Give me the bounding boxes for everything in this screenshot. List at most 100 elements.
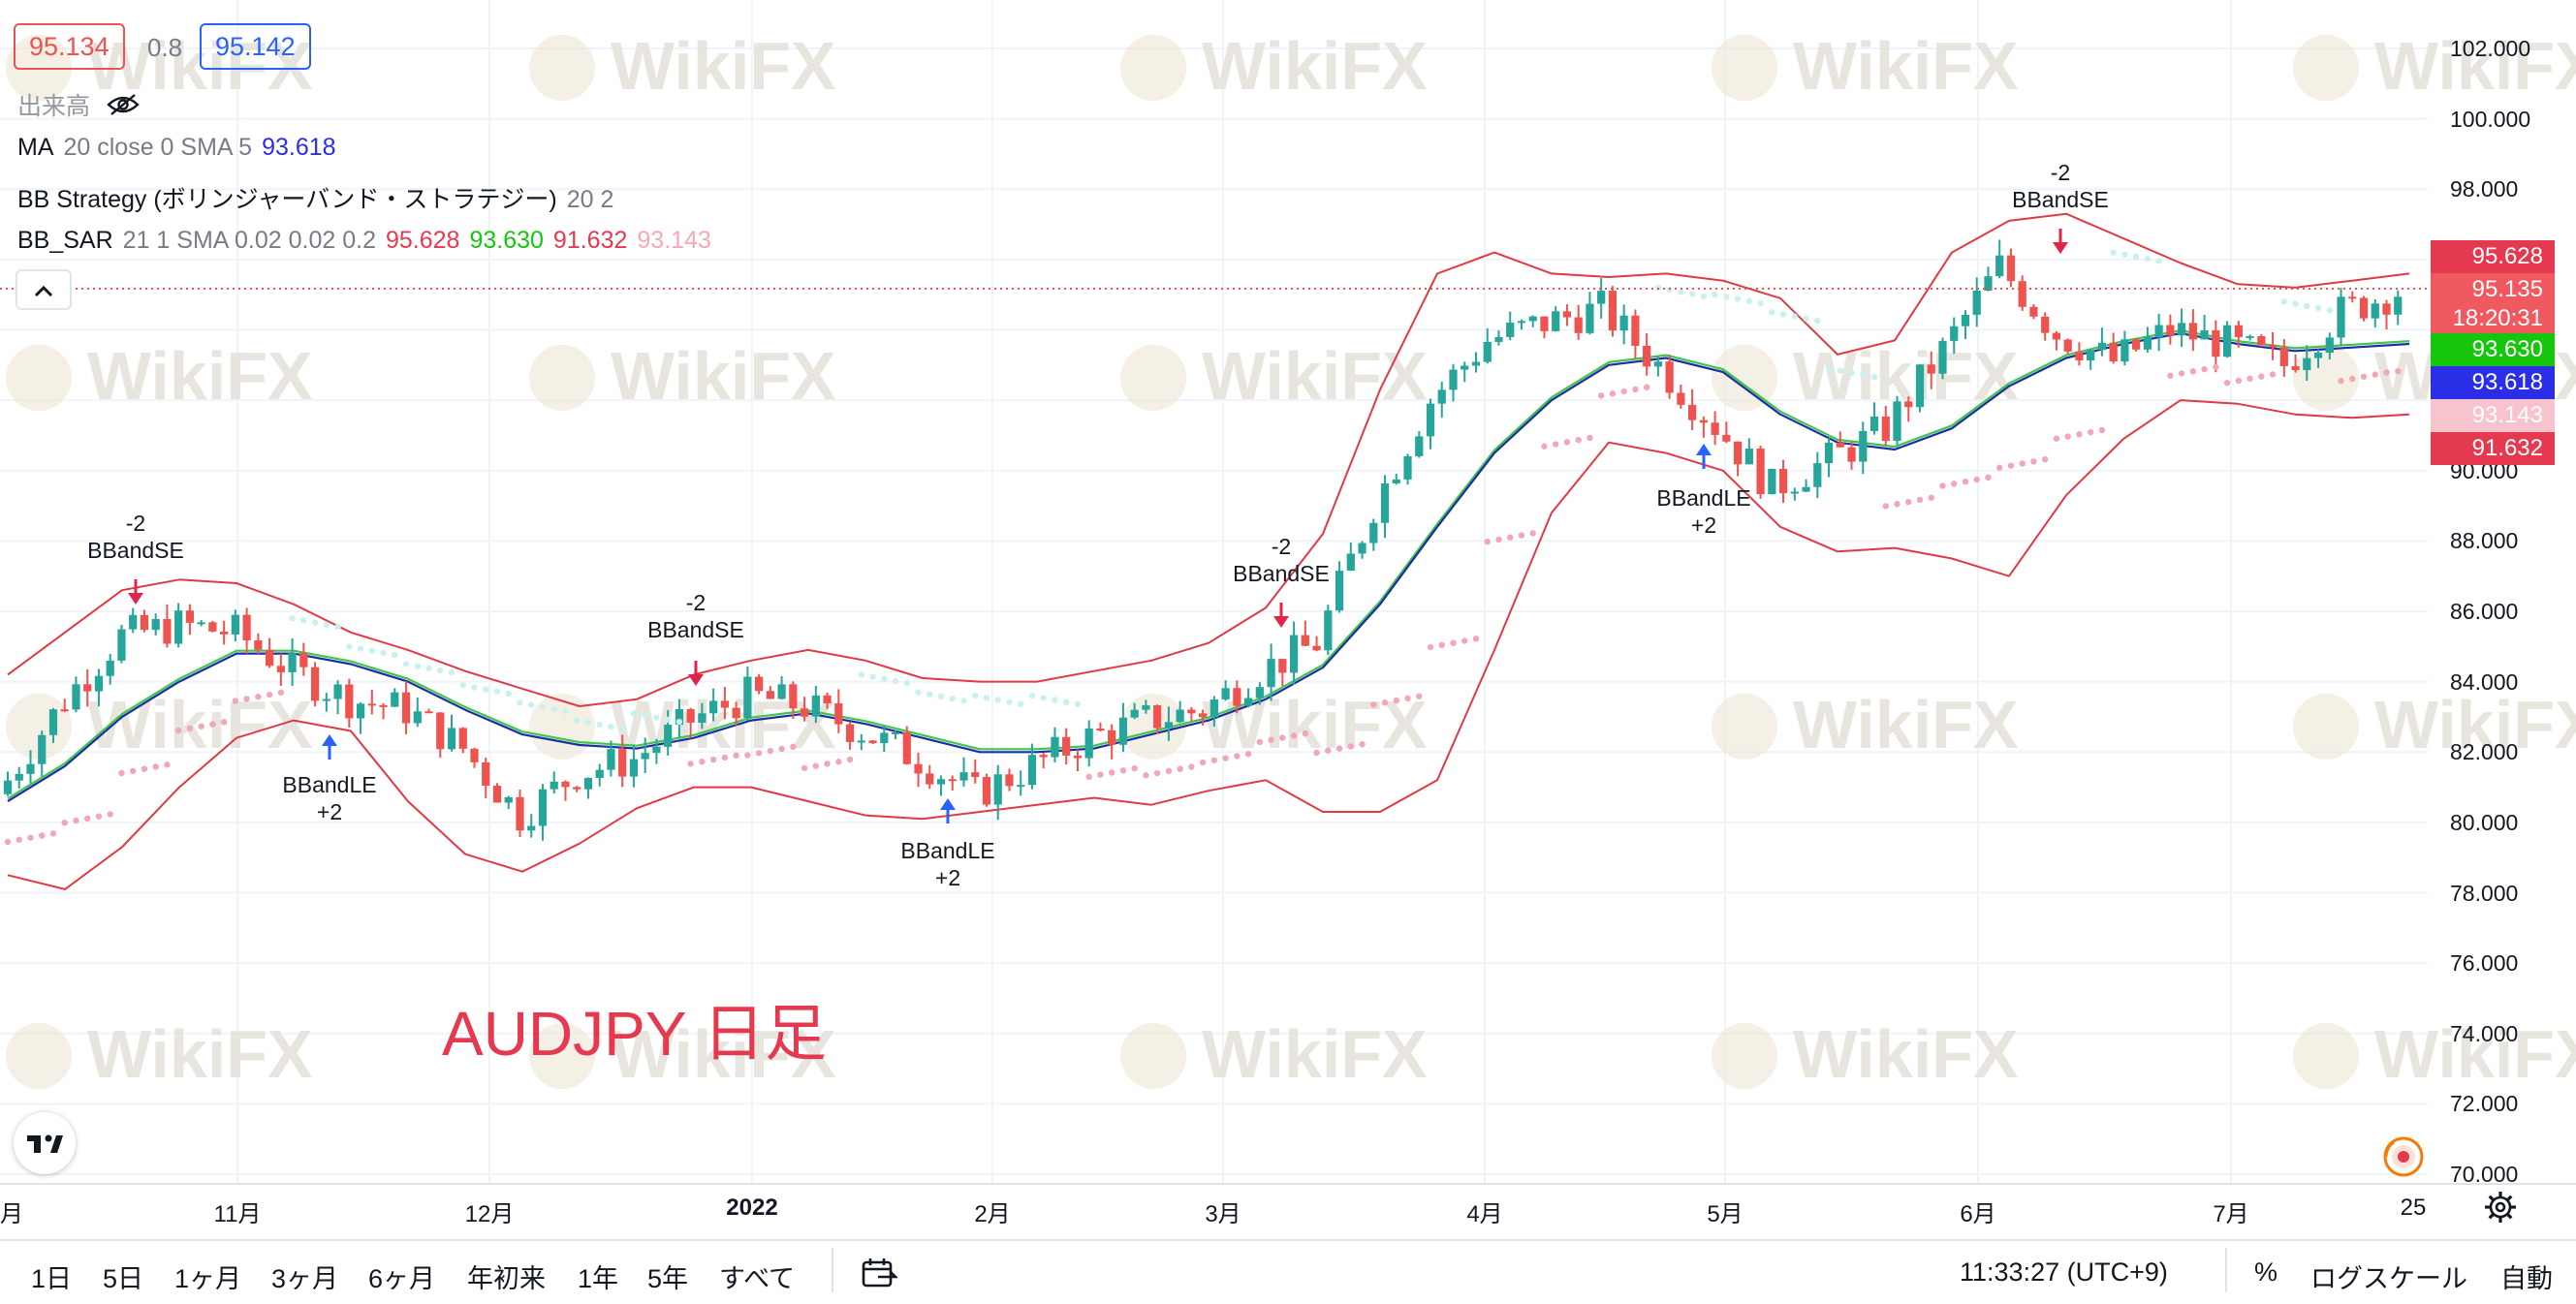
sar-dot xyxy=(152,763,159,770)
bb-sar-dot: 93.143 xyxy=(637,227,711,254)
signal-label: -2 BBandSE xyxy=(87,511,184,563)
candle-body xyxy=(2154,325,2163,338)
candle-body xyxy=(1142,705,1150,710)
legend-ma[interactable]: MA 20 close 0 SMA 5 93.618 xyxy=(17,134,346,162)
sar-dot xyxy=(73,817,79,824)
timeframe-1d[interactable]: 1日 xyxy=(31,1264,73,1293)
sar-dot xyxy=(2041,455,2049,463)
sar-dot xyxy=(1268,736,1274,743)
timeframe-3m[interactable]: 3ヶ月 xyxy=(271,1264,339,1293)
sar-dot xyxy=(368,647,376,654)
signal-label: BBandLE +2 xyxy=(282,772,377,824)
ask-price[interactable]: 95.142 xyxy=(200,23,311,70)
legend-bb-strategy[interactable]: BB Strategy (ボリンジャーバンド・ストラテジー) 20 2 xyxy=(17,180,623,215)
sar-dot xyxy=(493,688,501,695)
tradingview-logo-icon[interactable] xyxy=(14,1112,76,1174)
sar-dot xyxy=(334,623,341,631)
watermark-logo-icon xyxy=(2293,35,2359,101)
sar-dot xyxy=(448,668,456,676)
candle-body xyxy=(94,675,104,692)
candle-body xyxy=(1517,321,1526,324)
candle-body xyxy=(1312,645,1321,651)
date-range-icon[interactable] xyxy=(861,1257,899,1295)
watermark-logo-icon xyxy=(1712,345,1777,411)
sar-dot xyxy=(346,643,353,650)
time-label: 月 xyxy=(0,1201,23,1227)
hidden-eye-icon[interactable] xyxy=(107,93,140,123)
legend-volume[interactable]: 出来高 xyxy=(17,87,149,123)
candle-body xyxy=(1243,698,1253,706)
sar-dot xyxy=(1860,371,1867,379)
sar-dot xyxy=(1597,392,1605,399)
sar-dot xyxy=(983,695,990,701)
candle-body xyxy=(1358,543,1367,554)
price-tag-current: 95.135 18:20:31 xyxy=(2431,273,2555,333)
candle-body xyxy=(1415,436,1424,456)
candle-body xyxy=(2097,342,2107,351)
sar-dot xyxy=(949,695,956,702)
candle-body xyxy=(1051,736,1059,758)
replay-icon[interactable] xyxy=(2380,1133,2431,1185)
sar-dot xyxy=(118,769,125,777)
candle-body xyxy=(982,777,991,805)
time-label: 4月 xyxy=(1466,1201,1503,1227)
sar-dot xyxy=(220,719,228,726)
candle-body xyxy=(1449,369,1458,390)
candle-body xyxy=(1619,315,1628,331)
candle-body xyxy=(1768,468,1776,495)
sar-dot xyxy=(1097,771,1104,778)
sar-dot xyxy=(869,673,876,680)
sar-dot xyxy=(1939,482,1946,489)
sar-dot xyxy=(1040,695,1047,701)
sar-dot xyxy=(232,698,239,704)
timeframe-5d[interactable]: 5日 xyxy=(103,1264,144,1293)
timeframe-6m[interactable]: 6ヶ月 xyxy=(368,1264,436,1293)
timeframe-1m[interactable]: 1ヶ月 xyxy=(174,1264,242,1293)
bb-strategy-name: BB Strategy (ボリンジャーバンド・ストラテジー) xyxy=(17,186,557,213)
candle-body xyxy=(573,787,581,790)
candle-body xyxy=(2222,325,2232,357)
candle-body xyxy=(1722,434,1731,442)
percent-scale-button[interactable]: % xyxy=(2254,1257,2278,1287)
candle-body xyxy=(1233,688,1241,706)
sar-dot xyxy=(721,754,729,761)
candle-body xyxy=(561,781,570,788)
sar-dot xyxy=(1143,772,1149,779)
auto-scale-button[interactable]: 自動 xyxy=(2500,1264,2553,1293)
legend-bb-sar[interactable]: BB_SAR 21 1 SMA 0.02 0.02 0.2 95.628 93.630… xyxy=(17,227,721,255)
candle-body xyxy=(129,614,138,630)
timeframe-ytd[interactable]: 年初来 xyxy=(467,1264,546,1293)
candle-body xyxy=(868,740,877,744)
candle-body xyxy=(811,695,820,717)
candle-body xyxy=(516,796,524,831)
candle-body xyxy=(447,728,456,750)
sar-dot xyxy=(2189,368,2197,375)
sar-dot xyxy=(1381,699,1389,706)
candle-body xyxy=(367,703,376,706)
timeframe-1y[interactable]: 1年 xyxy=(578,1264,619,1293)
sar-dot xyxy=(584,719,592,726)
candle-body xyxy=(492,785,502,803)
sar-dot xyxy=(402,661,410,668)
collapse-legend-button[interactable] xyxy=(16,269,72,310)
time-label: 12月 xyxy=(464,1201,515,1227)
settings-gear-icon[interactable] xyxy=(2483,1190,2518,1229)
timeframe-all[interactable]: すべて xyxy=(719,1264,796,1293)
sar-dot xyxy=(277,689,285,697)
candle-body xyxy=(2212,329,2220,357)
sar-dot xyxy=(709,756,717,763)
lower-band-line xyxy=(7,399,2410,890)
sar-dot xyxy=(2338,377,2344,385)
candle-body xyxy=(971,772,980,778)
upper-band-line xyxy=(7,212,2410,707)
log-scale-button[interactable]: ログスケール xyxy=(2310,1264,2467,1293)
sar-dot xyxy=(562,707,569,715)
price-axis-label: 70.000 xyxy=(2450,1162,2519,1187)
watermark-text: WikiFX xyxy=(1202,338,1428,414)
timeframe-5y[interactable]: 5年 xyxy=(647,1264,689,1293)
price-axis-label: 98.000 xyxy=(2450,176,2519,202)
bid-price[interactable]: 95.134 xyxy=(14,23,125,70)
sar-dot xyxy=(1905,498,1912,506)
clock-timezone[interactable]: 11:33:27 (UTC+9) xyxy=(1960,1257,2168,1287)
